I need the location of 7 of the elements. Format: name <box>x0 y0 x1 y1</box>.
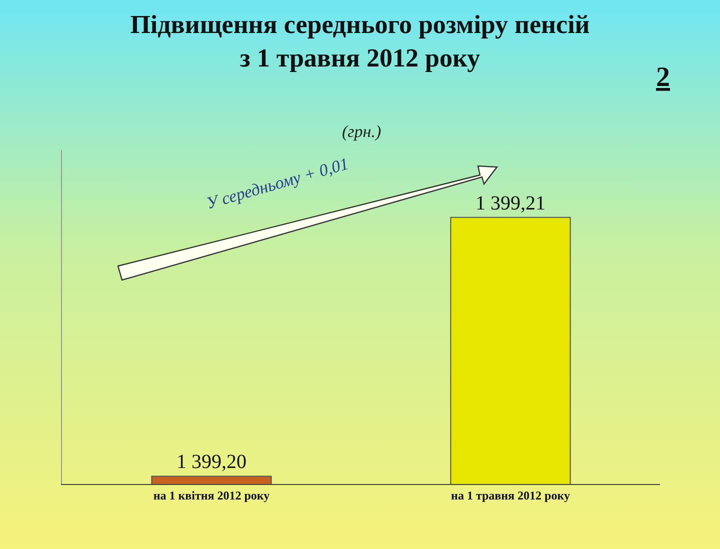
data-label: 1 399,21 <box>476 192 546 214</box>
chart-subtitle: (грн.) <box>342 122 382 141</box>
data-label: 1 399,20 <box>176 451 246 474</box>
x-tick-label: на 1 квітня 2012 року <box>153 488 270 502</box>
chart-title: Підвищення середнього розміру пенсій з 1 травня 2012 року <box>130 10 590 73</box>
text: 2 <box>656 62 670 93</box>
x-tick-label: на 1 травня 2012 року <box>451 488 570 502</box>
